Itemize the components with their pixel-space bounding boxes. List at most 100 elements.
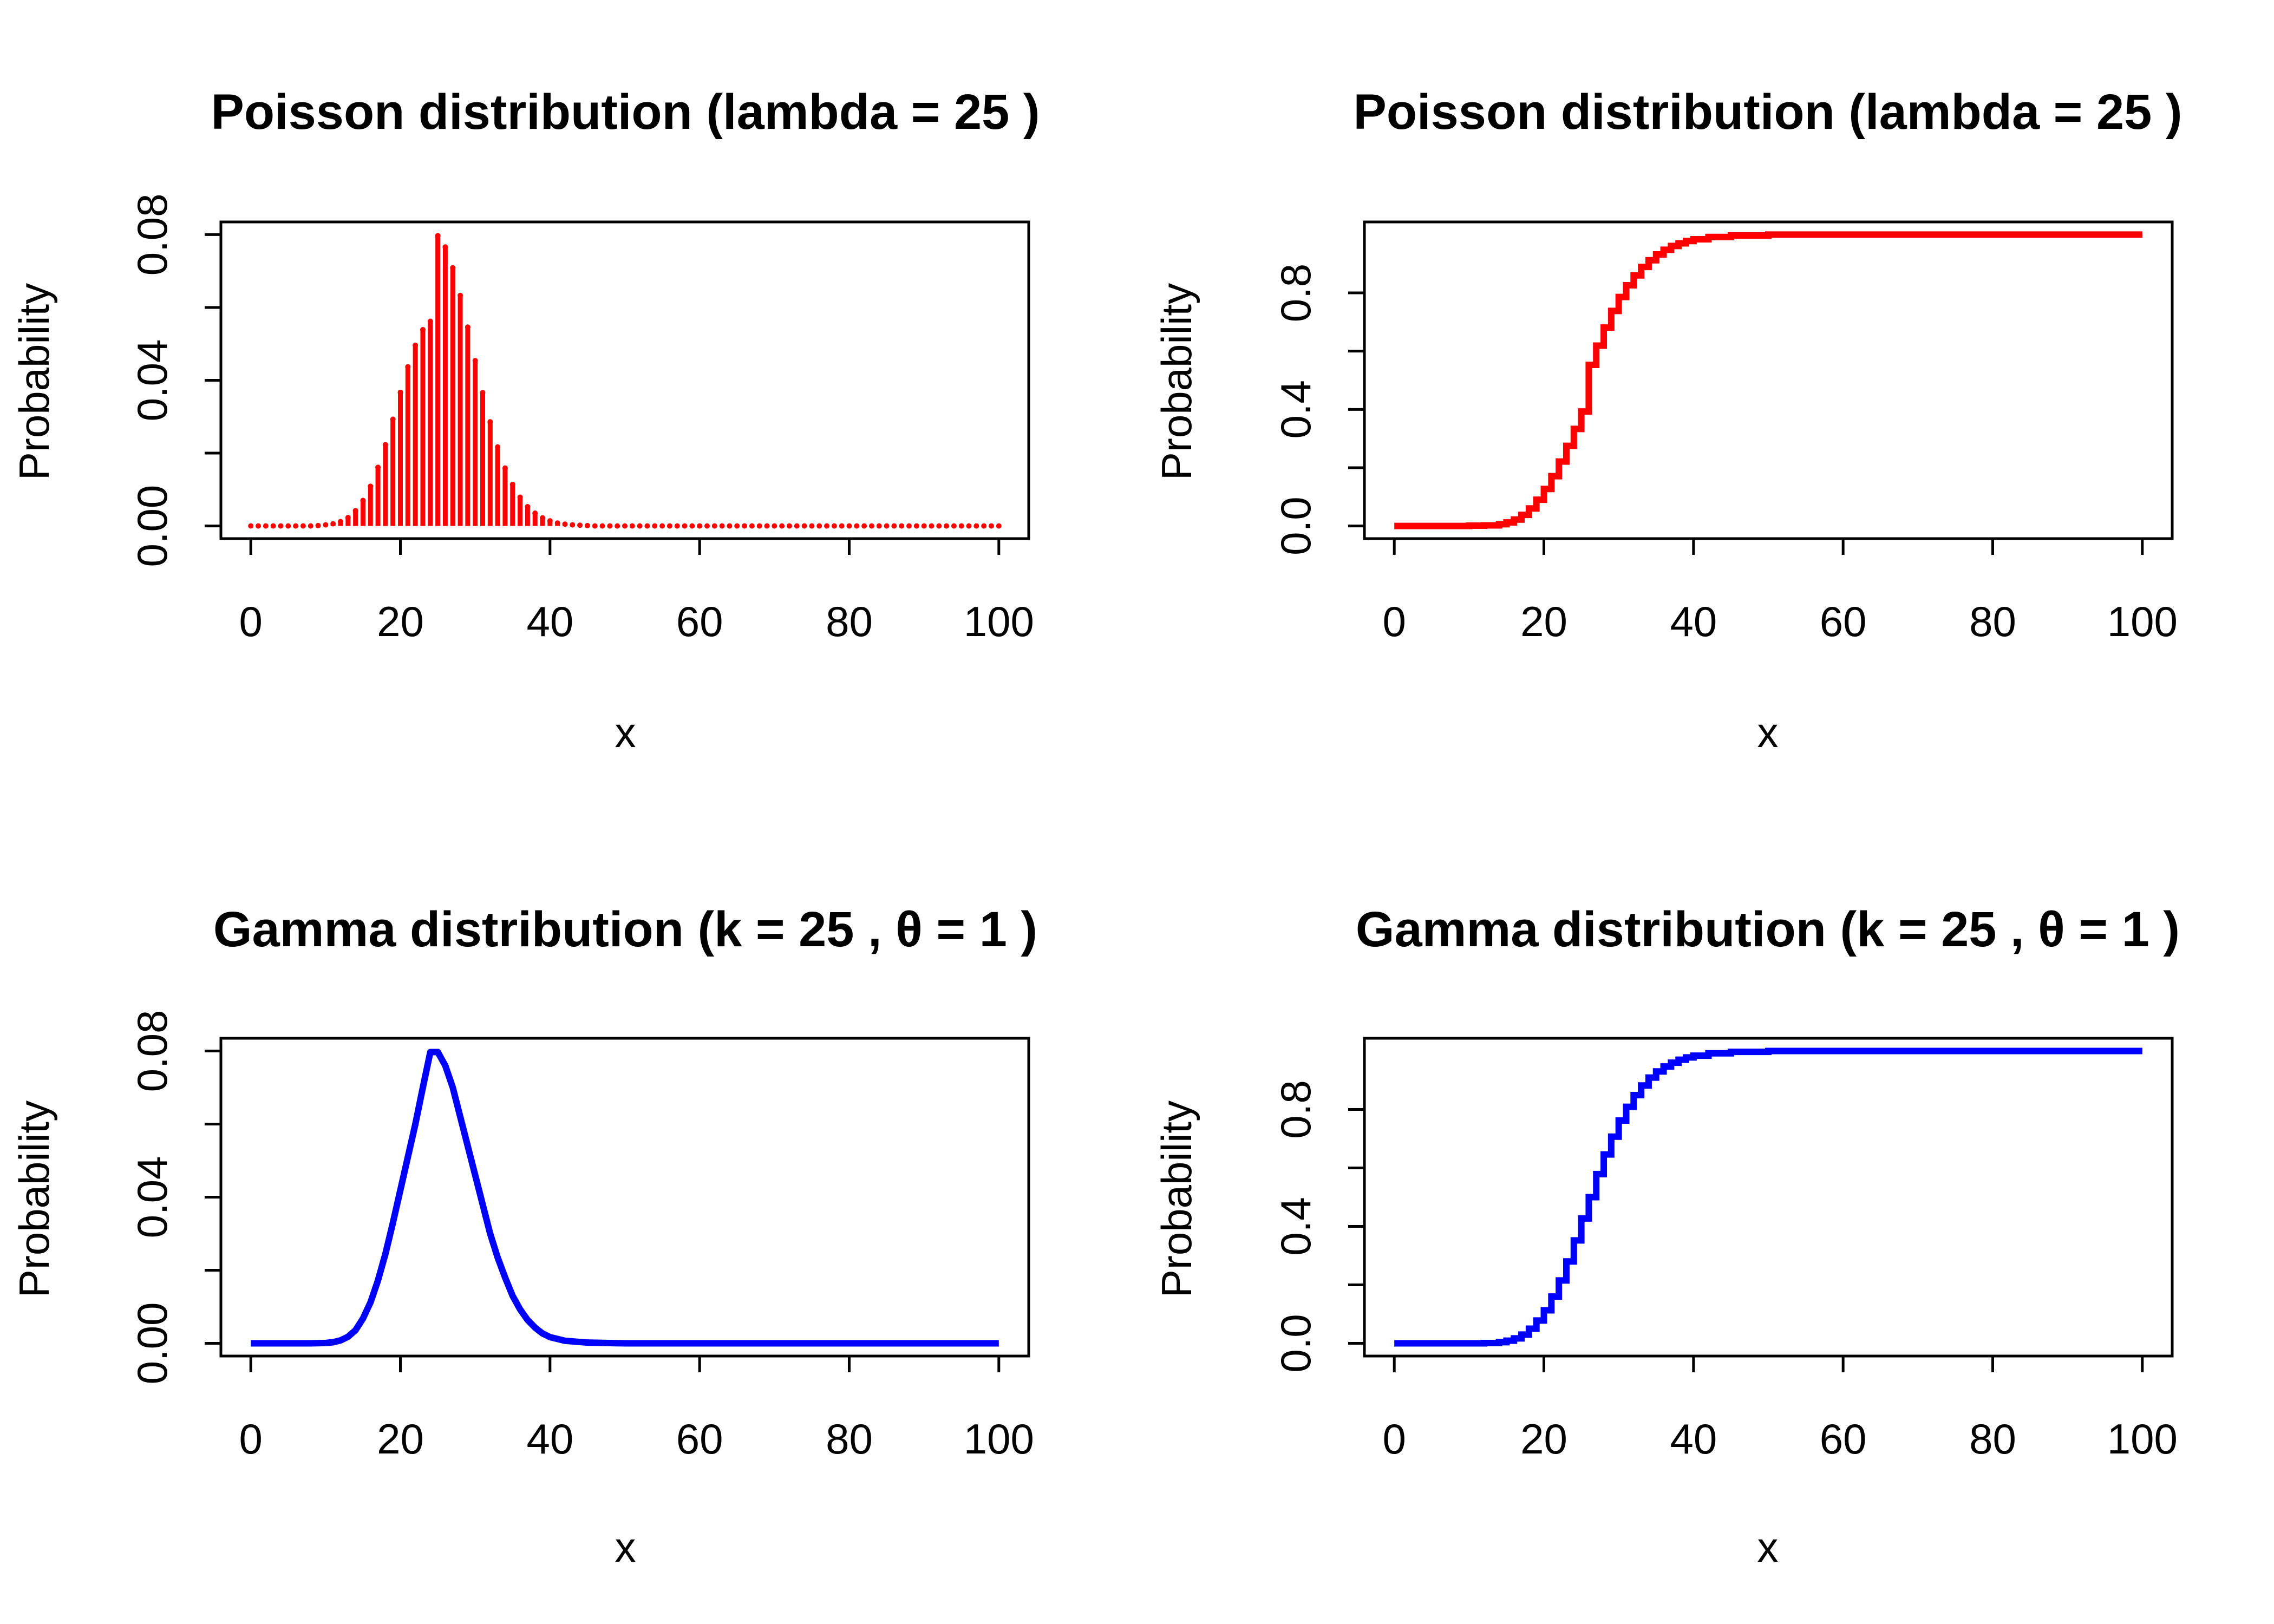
- plot-area: 0 20 40 60 80 100 0.00 0.04 0.08: [128, 193, 1034, 645]
- panel-title: Gamma distribution (k = 25 , θ = 1 ): [213, 902, 1037, 957]
- pmf-point: [756, 523, 762, 529]
- pmf-point: [458, 292, 463, 298]
- x-tick-label: 20: [377, 598, 424, 645]
- pmf-point: [315, 522, 321, 528]
- x-tick-label: 40: [526, 1415, 573, 1463]
- plot-frame: [1363, 220, 2174, 540]
- pmf-point: [584, 522, 590, 528]
- pmf-point: [854, 523, 860, 529]
- pmf-point: [337, 519, 343, 525]
- y-tick-label: 0.8: [1272, 264, 1319, 322]
- pmf-point: [704, 523, 710, 529]
- y-tick-label: 0.4: [1272, 380, 1319, 438]
- panel-title: Poisson distribution (lambda = 25 ): [1354, 84, 2182, 140]
- plot-frame: [1363, 1037, 2174, 1358]
- pmf-point: [734, 523, 740, 529]
- panel-poisson-pmf: Poisson distribution (lambda = 25 ) x Pr…: [10, 84, 1040, 756]
- pmf-point: [435, 233, 441, 239]
- pmf-point: [846, 523, 852, 529]
- panel-poisson-cdf: Poisson distribution (lambda = 25 ) x Pr…: [1153, 84, 2182, 756]
- pmf-point: [913, 523, 919, 529]
- pmf-point: [637, 523, 643, 529]
- pmf-point: [285, 523, 291, 529]
- pmf-point: [547, 518, 553, 524]
- pmf-point: [532, 510, 538, 516]
- x-tick-label: 100: [964, 1415, 1034, 1463]
- pmf-point: [450, 265, 456, 271]
- y-tick-label: 0.00: [128, 485, 176, 567]
- y-axis-label: Probability: [10, 283, 58, 480]
- x-tick-label: 60: [676, 1415, 723, 1463]
- pmf-point: [263, 523, 269, 529]
- y-tick-label: 0.4: [1272, 1197, 1319, 1255]
- pmf-point: [824, 523, 830, 529]
- pmf-point: [988, 523, 994, 529]
- pmf-point: [256, 523, 262, 529]
- pmf-point: [981, 523, 987, 529]
- plot-frame: [219, 220, 1030, 540]
- pmf-point: [495, 444, 501, 450]
- panel-gamma-cdf: Gamma distribution (k = 25 , θ = 1 ) x P…: [1153, 902, 2180, 1571]
- pmf-point: [525, 503, 531, 509]
- y-axis-label: Probability: [1153, 1101, 1200, 1298]
- pmf-point: [816, 523, 822, 529]
- pmf-point: [360, 497, 366, 503]
- x-tick-label: 40: [1670, 1415, 1717, 1463]
- pmf-point: [509, 481, 515, 487]
- pmf-point: [876, 523, 882, 529]
- pmf-point: [719, 523, 725, 529]
- pmf-point: [622, 523, 628, 529]
- pmf-point: [278, 523, 284, 529]
- pmf-point: [570, 522, 576, 528]
- pdf-line: [251, 1049, 999, 1347]
- x-tick-label: 20: [1520, 1415, 1567, 1463]
- x-tick-label: 100: [2107, 1415, 2178, 1463]
- y-tick-label: 0.0: [1272, 1314, 1319, 1372]
- pmf-point: [323, 522, 329, 528]
- pmf-point: [682, 523, 688, 529]
- pmf-point: [405, 364, 411, 370]
- pmf-point: [711, 523, 717, 529]
- cdf-step-line: [1394, 231, 2142, 529]
- x-axis-label: x: [1757, 1523, 1779, 1571]
- pmf-point: [944, 523, 950, 529]
- pmf-point: [652, 523, 658, 529]
- panel-title: Poisson distribution (lambda = 25 ): [211, 84, 1040, 140]
- pmf-point: [517, 494, 523, 500]
- pmf-point: [973, 523, 979, 529]
- x-tick-label: 40: [1670, 598, 1717, 645]
- x-tick-label: 80: [1969, 1415, 2016, 1463]
- panel-gamma-pdf: Gamma distribution (k = 25 , θ = 1 ) x P…: [10, 902, 1037, 1571]
- pmf-point: [562, 521, 568, 527]
- pmf-point: [697, 523, 703, 529]
- pmf-point: [936, 523, 942, 529]
- pmf-point: [801, 523, 807, 529]
- pmf-point: [689, 523, 695, 529]
- x-tick-label: 60: [1820, 598, 1867, 645]
- pmf-point: [480, 390, 486, 396]
- pmf-point: [674, 523, 680, 529]
- pmf-point: [921, 523, 927, 529]
- pmf-point: [906, 523, 912, 529]
- pmf-point: [330, 521, 336, 527]
- plot-frame: [219, 1037, 1030, 1358]
- pmf-point: [465, 324, 471, 330]
- pmf-point: [502, 465, 508, 471]
- x-tick-label: 0: [239, 598, 263, 645]
- x-tick-label: 0: [1383, 598, 1406, 645]
- pmf-point: [764, 523, 770, 529]
- plot-area: 0 20 40 60 80 100 0.0 0.4 0.8: [1272, 1037, 2178, 1463]
- pmf-point: [540, 515, 546, 521]
- x-tick-label: 40: [526, 598, 573, 645]
- pmf-point: [382, 442, 388, 448]
- pmf-point: [794, 523, 800, 529]
- pmf-point: [420, 326, 426, 332]
- plot-area: 0 20 40 60 80 100 0.00 0.04 0.08: [128, 1010, 1034, 1463]
- y-axis-label: Probability: [10, 1101, 58, 1298]
- pmf-point: [427, 318, 433, 324]
- pmf-point: [899, 523, 905, 529]
- x-tick-label: 0: [239, 1415, 263, 1463]
- y-tick-label: 0.08: [128, 1010, 176, 1092]
- pmf-point: [929, 523, 935, 529]
